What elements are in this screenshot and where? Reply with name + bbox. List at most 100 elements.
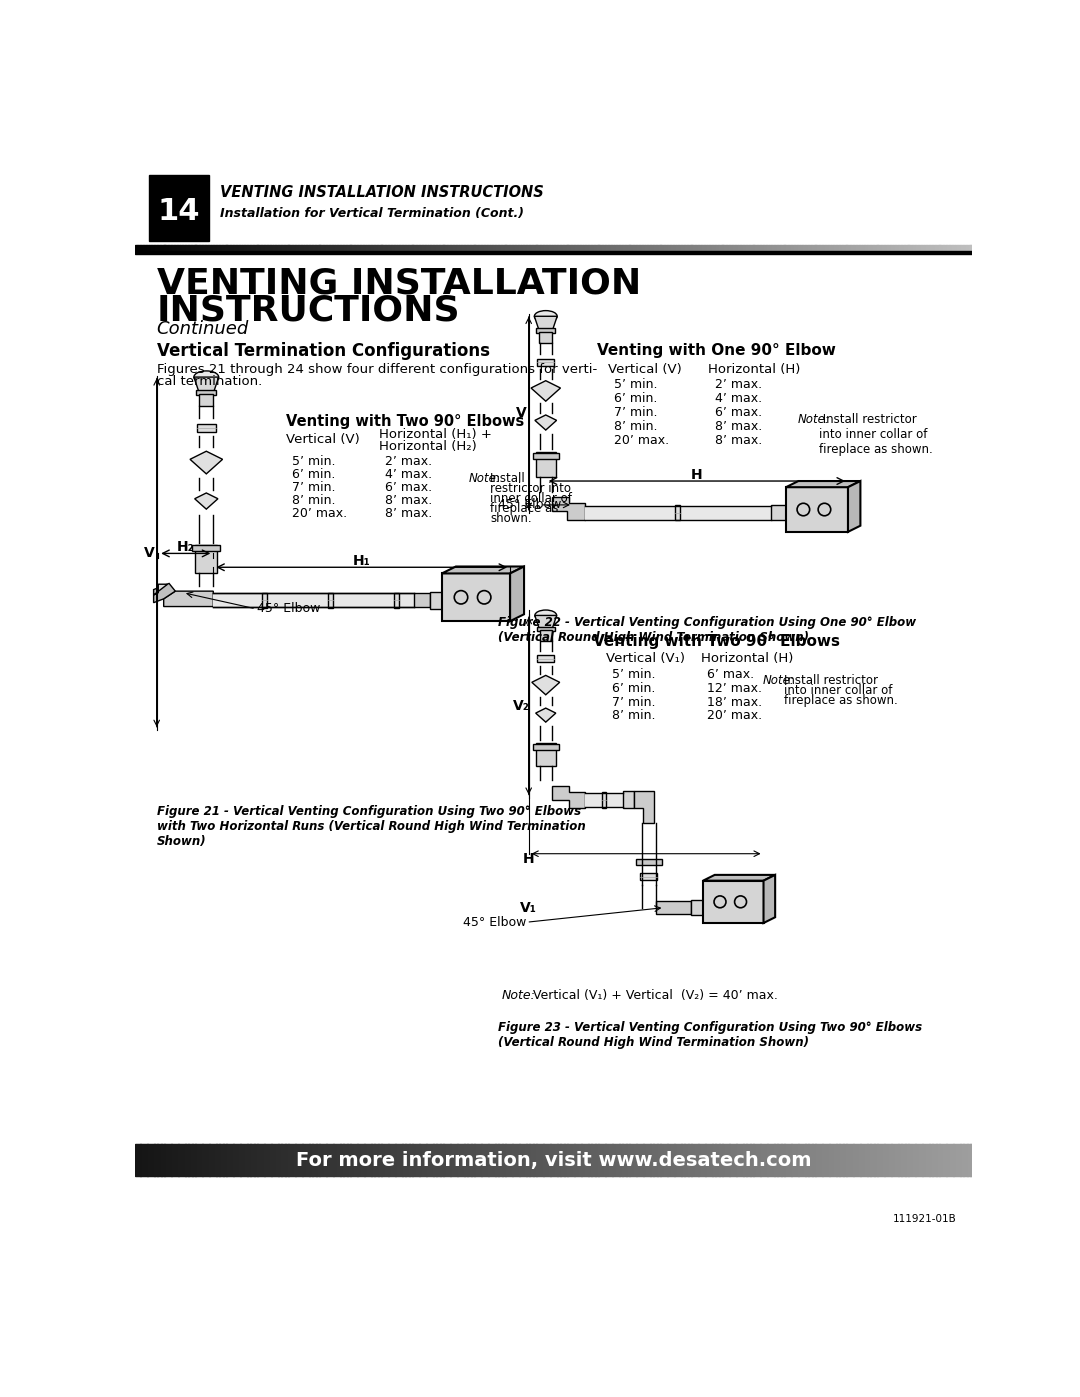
Bar: [491, 244, 494, 251]
Bar: [902, 244, 904, 251]
Bar: [523, 244, 524, 251]
Bar: [139, 244, 141, 251]
Bar: [373, 244, 374, 251]
Text: 8’ min.: 8’ min.: [293, 493, 336, 507]
Bar: [554, 244, 555, 251]
Polygon shape: [536, 708, 556, 722]
Bar: [622, 244, 623, 251]
Bar: [465, 244, 467, 251]
Bar: [677, 244, 679, 251]
Polygon shape: [190, 451, 222, 474]
Text: Note:: Note:: [469, 472, 500, 485]
Bar: [794, 244, 795, 251]
Bar: [649, 244, 651, 251]
Polygon shape: [535, 316, 557, 330]
Bar: [350, 244, 352, 251]
Polygon shape: [552, 497, 584, 520]
Text: Horizontal (H): Horizontal (H): [708, 363, 801, 376]
Bar: [183, 244, 185, 251]
Bar: [271, 244, 273, 251]
Bar: [896, 244, 897, 251]
Bar: [569, 244, 570, 251]
Bar: [262, 592, 267, 608]
Bar: [757, 244, 758, 251]
Bar: [410, 244, 413, 251]
Text: Note:: Note:: [762, 675, 795, 687]
Bar: [499, 244, 501, 251]
Bar: [460, 244, 462, 251]
Bar: [841, 244, 843, 251]
Bar: [161, 244, 163, 251]
Bar: [307, 244, 309, 251]
Bar: [481, 244, 483, 251]
Bar: [210, 244, 211, 251]
Bar: [516, 244, 518, 251]
Text: Installation for Vertical Termination (Cont.): Installation for Vertical Termination (C…: [220, 207, 524, 221]
Bar: [239, 244, 241, 251]
Bar: [188, 244, 189, 251]
Bar: [808, 244, 809, 251]
Bar: [710, 244, 712, 251]
Bar: [515, 244, 516, 251]
Bar: [797, 244, 798, 251]
Bar: [537, 655, 554, 662]
Text: 8’ max.: 8’ max.: [715, 433, 762, 447]
Bar: [825, 244, 826, 251]
Bar: [295, 244, 296, 251]
Bar: [362, 244, 363, 251]
Text: 45° Elbow: 45° Elbow: [257, 602, 321, 615]
Bar: [488, 244, 490, 251]
Bar: [666, 244, 669, 251]
Bar: [394, 244, 395, 251]
Bar: [477, 244, 480, 251]
Bar: [947, 244, 949, 251]
Text: 2’ max.: 2’ max.: [386, 454, 432, 468]
Bar: [768, 244, 769, 251]
Bar: [912, 244, 914, 251]
Bar: [815, 244, 818, 251]
Bar: [770, 244, 772, 251]
Bar: [809, 244, 811, 251]
Bar: [672, 244, 673, 251]
Bar: [363, 244, 364, 251]
Bar: [252, 244, 253, 251]
Bar: [552, 244, 554, 251]
Bar: [504, 244, 505, 251]
Bar: [889, 244, 890, 251]
Bar: [924, 244, 926, 251]
Bar: [369, 244, 370, 251]
Text: 8’ max.: 8’ max.: [386, 507, 433, 520]
Text: 4’ max.: 4’ max.: [386, 468, 432, 481]
Bar: [186, 244, 188, 251]
Polygon shape: [153, 584, 167, 595]
Text: Vertical (V): Vertical (V): [608, 363, 681, 376]
Bar: [716, 244, 718, 251]
Bar: [231, 244, 232, 251]
Bar: [141, 244, 143, 251]
Bar: [663, 244, 665, 251]
Text: Venting with Two 90° Elbows: Venting with Two 90° Elbows: [286, 415, 525, 429]
Bar: [181, 244, 184, 251]
Bar: [392, 244, 394, 251]
Bar: [638, 244, 640, 251]
Bar: [242, 244, 244, 251]
Text: Horizontal (H₁) +: Horizontal (H₁) +: [379, 429, 492, 441]
Bar: [408, 244, 409, 251]
Bar: [891, 244, 893, 251]
Bar: [248, 244, 249, 251]
Bar: [645, 244, 647, 251]
Bar: [573, 244, 576, 251]
Bar: [773, 244, 775, 251]
Bar: [834, 244, 836, 251]
Bar: [915, 244, 916, 251]
Bar: [783, 244, 784, 251]
Bar: [606, 244, 608, 251]
Bar: [296, 244, 298, 251]
Bar: [285, 244, 287, 251]
Polygon shape: [552, 787, 584, 807]
Bar: [264, 244, 266, 251]
Bar: [961, 244, 962, 251]
Bar: [395, 244, 397, 251]
Bar: [848, 244, 850, 251]
Bar: [427, 244, 428, 251]
